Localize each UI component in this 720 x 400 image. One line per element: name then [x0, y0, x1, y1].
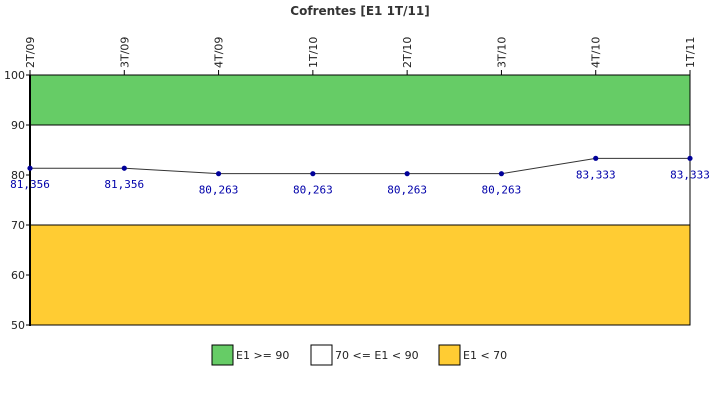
x-tick-label: 3T/09 [118, 37, 131, 68]
data-label: 80,263 [387, 184, 427, 197]
y-tick-label: 90 [11, 119, 25, 132]
legend-swatch-1 [310, 344, 333, 366]
legend-swatch-0 [211, 344, 234, 366]
y-tick-label: 60 [11, 269, 25, 282]
x-tick-label: 4T/09 [213, 37, 226, 68]
band-2 [29, 224, 691, 326]
x-tick-label: 1T/10 [307, 37, 320, 68]
legend-label-2: E1 < 70 [463, 349, 507, 362]
data-label: 83,333 [670, 168, 710, 181]
chart-title: Cofrentes [E1 1T/11] [290, 4, 429, 18]
y-tick-label: 80 [11, 169, 25, 182]
data-point [687, 155, 693, 161]
data-point [310, 171, 316, 177]
legend-swatch-2 [438, 344, 461, 366]
band-0 [29, 74, 691, 126]
data-label: 81,356 [104, 178, 144, 191]
data-label: 81,356 [10, 178, 50, 191]
legend-label-0: E1 >= 90 [236, 349, 289, 362]
data-label: 80,263 [293, 184, 333, 197]
data-label: 80,263 [199, 184, 239, 197]
data-point [593, 155, 599, 161]
x-tick-label: 1T/11 [684, 37, 697, 68]
legend: E1 >= 90 70 <= E1 < 90 E1 < 70 [211, 344, 507, 366]
y-tick-label: 70 [11, 219, 25, 232]
x-tick-label: 2T/10 [401, 37, 414, 68]
data-label: 80,263 [482, 184, 522, 197]
y-tick-label: 50 [11, 319, 25, 332]
y-tick-label: 100 [4, 69, 25, 82]
legend-label-1: 70 <= E1 < 90 [335, 349, 419, 362]
x-tick-label: 4T/10 [590, 37, 603, 68]
data-point [27, 165, 33, 171]
data-point [404, 171, 410, 177]
data-label: 83,333 [576, 168, 616, 181]
data-point [215, 171, 222, 177]
x-tick-label: 3T/10 [495, 37, 508, 68]
x-tick-label: 2T/09 [24, 37, 37, 68]
data-point [121, 165, 127, 171]
band-1 [29, 124, 691, 226]
series-line [30, 157, 690, 175]
data-point [498, 171, 505, 177]
